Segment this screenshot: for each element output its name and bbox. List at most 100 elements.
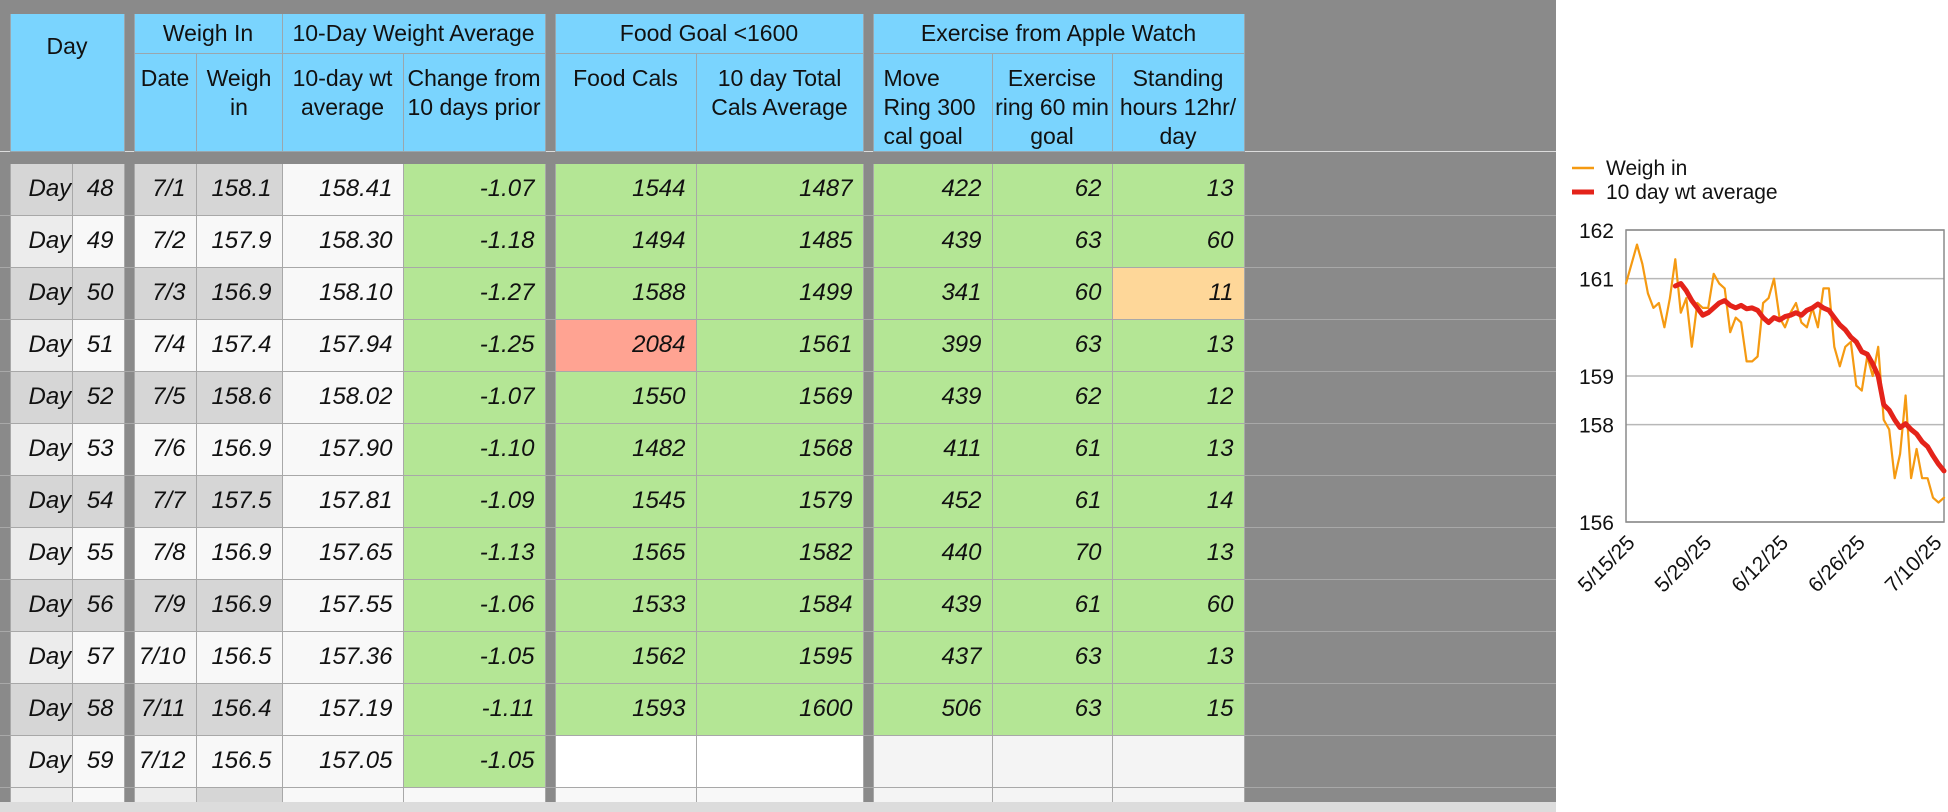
cell-day-label[interactable]: Day bbox=[9, 423, 73, 476]
cell-exercise-ring[interactable]: 62 bbox=[991, 163, 1113, 216]
cell-total-cals-average[interactable]: 1582 bbox=[695, 527, 864, 580]
cell-date[interactable]: 7/1 bbox=[133, 163, 197, 216]
cell-change[interactable]: -1.05 bbox=[402, 631, 546, 684]
cell-day-label[interactable]: Day bbox=[9, 267, 73, 320]
cell-day-label[interactable]: Day bbox=[9, 215, 73, 268]
cell-exercise-ring[interactable] bbox=[991, 735, 1113, 788]
cell-day-number[interactable]: 56 bbox=[71, 579, 125, 632]
cell-total-cals-average[interactable]: 1485 bbox=[695, 215, 864, 268]
cell-day-number[interactable]: 55 bbox=[71, 527, 125, 580]
cell-move-ring[interactable]: 399 bbox=[872, 319, 993, 372]
cell-total-cals-average[interactable]: 1584 bbox=[695, 579, 864, 632]
cell-move-ring[interactable] bbox=[872, 735, 993, 788]
cell-day-label[interactable]: Day bbox=[9, 579, 73, 632]
cell-weigh-in[interactable]: 156.5 bbox=[195, 631, 283, 684]
cell-total-cals-average[interactable]: 1487 bbox=[695, 163, 864, 216]
cell-date[interactable]: 7/11 bbox=[133, 683, 197, 736]
cell-change[interactable]: -1.18 bbox=[402, 215, 546, 268]
cell-weigh-in[interactable]: 158.1 bbox=[195, 163, 283, 216]
header-exercise-ring[interactable]: Exercise ring 60 min goal bbox=[991, 53, 1113, 152]
cell-10-day-average[interactable]: 157.19 bbox=[281, 683, 404, 736]
cell-10-day-average[interactable]: 157.94 bbox=[281, 319, 404, 372]
cell-date[interactable]: 7/10 bbox=[133, 631, 197, 684]
cell-change[interactable]: -1.07 bbox=[402, 371, 546, 424]
header-food-cals[interactable]: Food Cals bbox=[554, 53, 697, 152]
header-change-from-10-days-prior[interactable]: Change from 10 days prior bbox=[402, 53, 546, 152]
cell-day-number[interactable]: 58 bbox=[71, 683, 125, 736]
cell-food-cals[interactable]: 1565 bbox=[554, 527, 697, 580]
cell-standing-hours[interactable]: 15 bbox=[1111, 683, 1245, 736]
header-weigh-in[interactable]: Weigh in bbox=[195, 53, 283, 152]
cell-change[interactable]: -1.27 bbox=[402, 267, 546, 320]
cell-total-cals-average[interactable]: 1579 bbox=[695, 475, 864, 528]
cell-date[interactable]: 7/8 bbox=[133, 527, 197, 580]
cell-change[interactable]: -1.11 bbox=[402, 683, 546, 736]
header-standing-hours[interactable]: Standing hours 12hr/ day bbox=[1111, 53, 1245, 152]
cell-exercise-ring[interactable]: 61 bbox=[991, 579, 1113, 632]
cell-day-number[interactable]: 51 bbox=[71, 319, 125, 372]
cell-change[interactable]: -1.13 bbox=[402, 527, 546, 580]
cell-food-cals[interactable] bbox=[554, 735, 697, 788]
cell-exercise-ring[interactable]: 60 bbox=[991, 267, 1113, 320]
cell-standing-hours[interactable]: 13 bbox=[1111, 319, 1245, 372]
cell-day-number[interactable]: 57 bbox=[71, 631, 125, 684]
cell-weigh-in[interactable]: 156.9 bbox=[195, 579, 283, 632]
cell-weigh-in[interactable]: 156.4 bbox=[195, 683, 283, 736]
cell-standing-hours[interactable]: 60 bbox=[1111, 215, 1245, 268]
cell-date[interactable]: 7/5 bbox=[133, 371, 197, 424]
cell-10-day-average[interactable]: 157.65 bbox=[281, 527, 404, 580]
cell-food-cals[interactable]: 1593 bbox=[554, 683, 697, 736]
header-day[interactable]: Day bbox=[9, 14, 125, 152]
cell-standing-hours[interactable]: 14 bbox=[1111, 475, 1245, 528]
cell-move-ring[interactable]: 506 bbox=[872, 683, 993, 736]
header-date[interactable]: Date bbox=[133, 53, 197, 152]
cell-10-day-average[interactable]: 158.41 bbox=[281, 163, 404, 216]
cell-day-number[interactable]: 49 bbox=[71, 215, 125, 268]
header-group-10-day-average[interactable]: 10-Day Weight Average bbox=[281, 14, 546, 54]
cell-10-day-average[interactable]: 158.02 bbox=[281, 371, 404, 424]
cell-standing-hours[interactable]: 60 bbox=[1111, 579, 1245, 632]
cell-date[interactable]: 7/12 bbox=[133, 735, 197, 788]
cell-10-day-average[interactable]: 157.90 bbox=[281, 423, 404, 476]
header-group-weigh-in[interactable]: Weigh In bbox=[133, 14, 283, 54]
cell-day-label[interactable]: Day bbox=[9, 683, 73, 736]
cell-change[interactable]: -1.10 bbox=[402, 423, 546, 476]
cell-food-cals[interactable]: 1544 bbox=[554, 163, 697, 216]
cell-standing-hours[interactable]: 13 bbox=[1111, 423, 1245, 476]
cell-food-cals[interactable]: 1588 bbox=[554, 267, 697, 320]
cell-date[interactable]: 7/9 bbox=[133, 579, 197, 632]
cell-change[interactable]: -1.05 bbox=[402, 735, 546, 788]
cell-move-ring[interactable]: 439 bbox=[872, 371, 993, 424]
header-group-food-goal[interactable]: Food Goal <1600 bbox=[554, 14, 864, 54]
cell-move-ring[interactable]: 422 bbox=[872, 163, 993, 216]
header-10-day-wt-average[interactable]: 10-day wt average bbox=[281, 53, 404, 152]
cell-exercise-ring[interactable]: 63 bbox=[991, 319, 1113, 372]
cell-change[interactable]: -1.06 bbox=[402, 579, 546, 632]
cell-standing-hours[interactable]: 13 bbox=[1111, 163, 1245, 216]
cell-weigh-in[interactable]: 156.9 bbox=[195, 423, 283, 476]
cell-total-cals-average[interactable]: 1561 bbox=[695, 319, 864, 372]
cell-day-number[interactable]: 52 bbox=[71, 371, 125, 424]
cell-exercise-ring[interactable]: 63 bbox=[991, 631, 1113, 684]
cell-total-cals-average[interactable]: 1568 bbox=[695, 423, 864, 476]
cell-change[interactable]: -1.25 bbox=[402, 319, 546, 372]
cell-food-cals[interactable]: 1482 bbox=[554, 423, 697, 476]
cell-exercise-ring[interactable]: 61 bbox=[991, 475, 1113, 528]
cell-date[interactable]: 7/2 bbox=[133, 215, 197, 268]
cell-day-label[interactable]: Day bbox=[9, 163, 73, 216]
cell-10-day-average[interactable]: 157.05 bbox=[281, 735, 404, 788]
cell-move-ring[interactable]: 341 bbox=[872, 267, 993, 320]
cell-food-cals[interactable]: 1533 bbox=[554, 579, 697, 632]
cell-date[interactable]: 7/4 bbox=[133, 319, 197, 372]
cell-day-label[interactable]: Day bbox=[9, 371, 73, 424]
cell-exercise-ring[interactable]: 63 bbox=[991, 215, 1113, 268]
cell-day-label[interactable]: Day bbox=[9, 319, 73, 372]
cell-standing-hours[interactable] bbox=[1111, 735, 1245, 788]
cell-move-ring[interactable]: 411 bbox=[872, 423, 993, 476]
cell-change[interactable]: -1.07 bbox=[402, 163, 546, 216]
cell-date[interactable]: 7/3 bbox=[133, 267, 197, 320]
cell-day-number[interactable]: 48 bbox=[71, 163, 125, 216]
cell-weigh-in[interactable]: 156.9 bbox=[195, 267, 283, 320]
cell-exercise-ring[interactable]: 63 bbox=[991, 683, 1113, 736]
cell-total-cals-average[interactable] bbox=[695, 735, 864, 788]
